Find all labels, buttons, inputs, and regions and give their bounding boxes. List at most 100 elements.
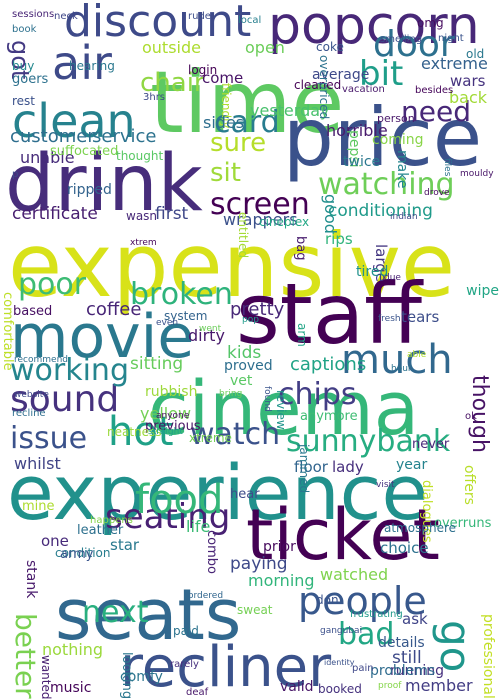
word-clean: clean [12,94,136,148]
word-bring: bring [219,389,243,399]
word-unable: unable [20,148,75,167]
word-back: back [449,88,488,107]
word-xtrem: xtrem [130,238,157,248]
word-proved: proved [224,358,273,374]
word-omg: omg [417,16,444,30]
word-movie: movie [10,302,195,372]
word-coming: coming [372,132,424,148]
word-proof: proof [378,681,402,691]
word-drink: drink [5,139,203,229]
word-comfy: comfy [120,669,163,685]
word-floor: floor [294,458,328,476]
word-ripped: ripped [67,182,112,198]
word-atmosphere: atmosphere [384,521,456,535]
word-ticket: ticket [246,494,440,576]
word-looking: looking [119,651,134,699]
word-rest: rest [12,94,36,108]
word-sitting: sitting [130,354,184,374]
word-xtreme: xtreme [189,431,232,445]
word-morning: morning [248,571,315,590]
word-tears: tears [401,308,440,326]
word-sweat: sweat [237,603,273,617]
word-cineplex: cineplex [259,215,310,229]
word-hour: hour [391,364,412,374]
word-watching: watching [318,167,455,202]
word-condition: condition [55,546,111,560]
word-due: due [384,273,401,283]
word-choice: choice [380,539,429,557]
word-went: went [199,324,222,334]
word-sure: sure [210,128,267,158]
word-ok: ok [465,411,477,422]
word-one: one [41,532,69,550]
word-local: local [238,15,262,26]
word-average: average [312,67,370,83]
word-drove: drove [424,188,450,198]
word-found: found [262,386,272,412]
word-even: even [156,318,179,328]
word-cleaned: cleaned [294,78,342,92]
word-hot: hot [108,409,174,455]
word-hearing: hearing [69,59,115,73]
word-paying: paying [230,554,288,574]
word-staff: staff [236,265,423,363]
word-booked: booked [318,682,362,696]
word-details: details [378,635,425,651]
word-coke: coke [316,40,344,54]
word-stank: stank [23,560,39,599]
word-outside: outside [142,38,201,57]
word-wipe: wipe [466,283,499,299]
word-website: website [14,390,49,400]
word-seating: seating [105,497,231,537]
word-rarely: rarely [170,659,199,670]
word-3hrs: 3hrs [143,92,166,103]
word-hear: hear [230,487,260,502]
word-overruns: overruns [434,516,492,531]
word-make: make [394,150,410,189]
word-extreme: extreme [421,54,488,73]
word-rude: rude [188,11,211,22]
word-nothing: nothing [42,640,104,659]
word-life: life [186,517,211,536]
word-able: able [407,350,427,360]
word-good: good [321,194,340,234]
word-frustrating: frustrating [350,609,403,620]
word-person: person [377,112,415,125]
word-thought: thought [116,149,164,163]
word-sessions: sessions [12,9,55,20]
word-expensive: expensive [8,214,455,317]
word-card: card [214,105,280,140]
word-captions: captions [290,354,367,375]
word-tired: tired [356,264,389,280]
word-large: large [372,244,390,283]
word-chips: chips [278,377,357,412]
word-come: come [202,69,244,87]
word-whilst: whilst [14,454,61,473]
word-though: though [467,375,492,453]
word-dialogues: dialogues [419,480,434,543]
word-offers: offers [461,465,477,505]
word-ordered: ordered [188,591,224,601]
word-valid: valid [280,679,314,695]
word-air: air [52,36,112,90]
word-mouldy: mouldy [460,169,494,179]
word-issue: issue [10,421,88,456]
word-rips: rips [325,230,353,248]
word-anymore: anymore [300,409,358,424]
word-lady: lady [332,458,364,476]
word-poor: poor [18,267,87,302]
word-certificate: certificate [12,204,98,224]
word-screen: screen [210,187,310,222]
word-price: price [283,91,483,184]
word-vacation: vacation [342,84,385,95]
word-popcorn: popcorn [268,0,480,56]
word-people: people [298,579,427,623]
word-working: working [10,353,129,388]
word-wrappers: wrappers [223,210,298,229]
word-discount: discount [64,0,252,47]
word-pain: pain [352,663,374,674]
word-smelling: smelling [380,34,423,45]
word-still: still [392,648,422,668]
word-running: running [390,663,445,679]
word-jammed: jammed [297,444,311,494]
